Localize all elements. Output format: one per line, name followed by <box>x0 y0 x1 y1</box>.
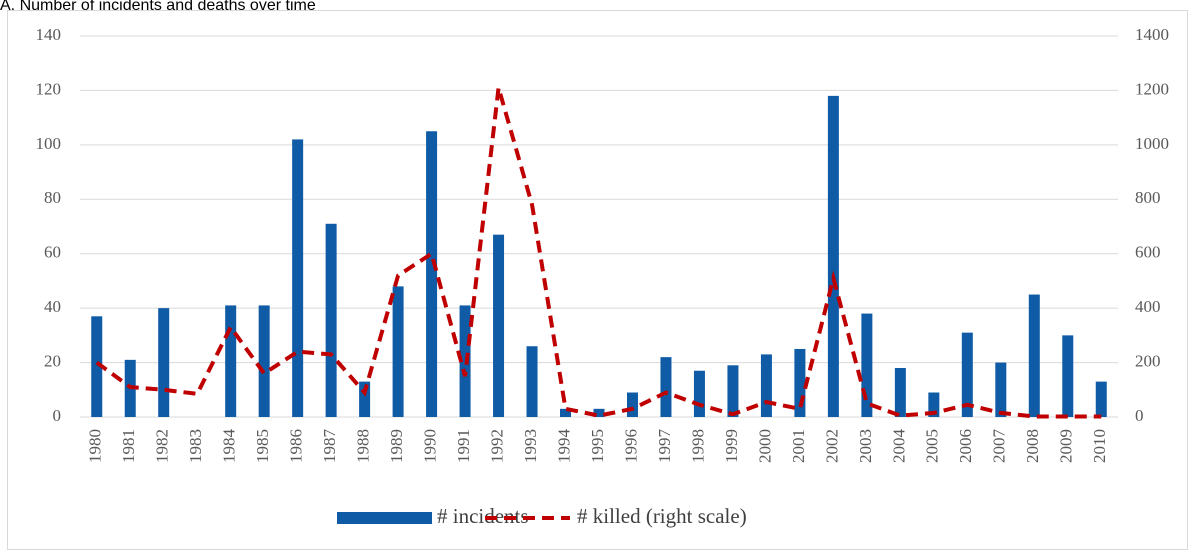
bar <box>225 305 237 417</box>
y2-tick-label: 1400 <box>1135 25 1169 44</box>
x-tick-label: 1987 <box>320 429 339 464</box>
x-tick-label: 2002 <box>822 429 841 463</box>
x-tick-label: 1990 <box>420 429 439 463</box>
x-tick-label: 1982 <box>153 429 172 463</box>
x-tick-label: 2001 <box>789 429 808 463</box>
bar <box>560 408 572 417</box>
x-tick-label: 2004 <box>889 429 908 464</box>
y2-tick-label: 1000 <box>1135 134 1169 153</box>
y-tick-label: 80 <box>44 188 61 207</box>
legend-label: # incidents <box>437 504 529 528</box>
bar <box>1028 294 1040 417</box>
bar <box>995 362 1007 417</box>
x-tick-label: 1996 <box>621 429 640 463</box>
y2-tick-label: 800 <box>1135 188 1161 207</box>
bar <box>426 131 438 417</box>
legend-swatch <box>337 512 432 524</box>
y-tick-label: 40 <box>44 297 61 316</box>
bar <box>961 332 973 417</box>
x-tick-label: 1981 <box>119 429 138 463</box>
x-tick-label: 1995 <box>588 429 607 463</box>
bar <box>894 368 906 417</box>
x-tick-label: 1989 <box>387 429 406 463</box>
x-tick-label: 1993 <box>521 429 540 463</box>
y-tick-label: 20 <box>44 351 61 370</box>
bar <box>359 381 371 417</box>
bar <box>593 408 605 417</box>
bar <box>1062 335 1074 417</box>
x-tick-label: 1994 <box>554 429 573 464</box>
x-tick-label: 2010 <box>1090 429 1109 463</box>
x-tick-label: 1980 <box>86 429 105 463</box>
x-tick-label: 2000 <box>755 429 774 463</box>
bar <box>258 305 270 417</box>
y2-tick-label: 200 <box>1135 351 1161 370</box>
x-tick-label: 1983 <box>186 429 205 463</box>
y2-tick-label: 600 <box>1135 243 1161 262</box>
x-tick-label: 2007 <box>990 428 1009 463</box>
bar <box>928 392 940 417</box>
bar <box>727 365 739 417</box>
x-tick-label: 1998 <box>688 429 707 463</box>
x-tick-label: 1985 <box>253 429 272 463</box>
y-tick-label: 140 <box>36 25 62 44</box>
y2-tick-label: 1200 <box>1135 79 1169 98</box>
x-tick-label: 2005 <box>923 429 942 463</box>
bar <box>325 223 337 417</box>
bar <box>158 308 170 417</box>
bar <box>526 346 538 417</box>
x-tick-label: 1984 <box>220 429 239 464</box>
x-tick-label: 1991 <box>454 429 473 463</box>
bar <box>1095 381 1107 417</box>
y2-tick-label: 400 <box>1135 297 1161 316</box>
x-tick-label: 1992 <box>487 429 506 463</box>
bar <box>626 392 638 417</box>
bar <box>794 348 806 417</box>
x-tick-label: 1999 <box>722 429 741 463</box>
x-tick-label: 1988 <box>354 429 373 463</box>
bar <box>760 354 772 417</box>
x-tick-label: 2008 <box>1023 429 1042 463</box>
bar <box>392 286 404 417</box>
y-tick-label: 0 <box>53 406 62 425</box>
y2-tick-label: 0 <box>1135 406 1144 425</box>
bar <box>292 139 304 417</box>
chart-frame <box>7 10 1188 550</box>
bar <box>693 370 705 417</box>
x-tick-label: 1986 <box>287 429 306 463</box>
legend-label: # killed (right scale) <box>577 504 747 528</box>
x-tick-label: 2006 <box>956 429 975 463</box>
y-tick-label: 100 <box>36 134 62 153</box>
bar <box>861 313 873 417</box>
y-tick-label: 60 <box>44 243 61 262</box>
x-tick-label: 2003 <box>856 429 875 463</box>
x-tick-label: 2009 <box>1057 429 1076 463</box>
x-tick-label: 1997 <box>655 429 674 464</box>
bar <box>660 357 672 417</box>
line-series <box>95 87 1102 419</box>
bar <box>827 95 839 417</box>
bar <box>493 234 505 417</box>
y-tick-label: 120 <box>36 79 62 98</box>
chart-title: A. Number of incidents and deaths over t… <box>0 0 316 14</box>
bar <box>91 316 103 417</box>
